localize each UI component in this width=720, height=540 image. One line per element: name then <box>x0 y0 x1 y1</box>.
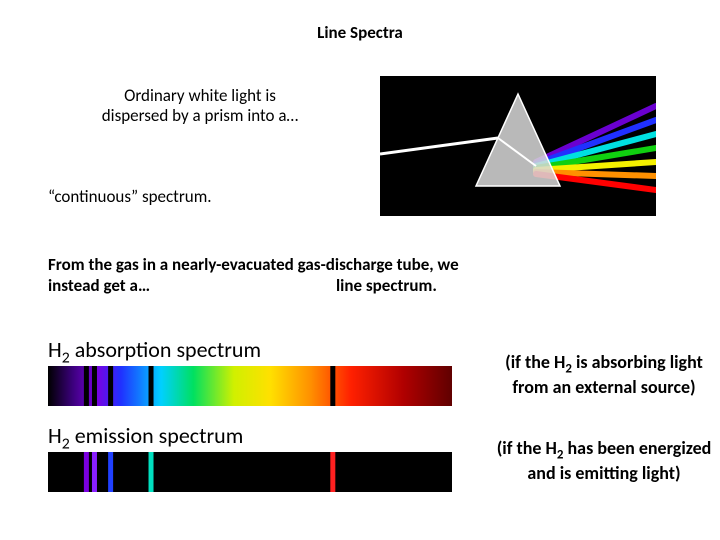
emission-label: H2 emission spectrum <box>48 422 243 453</box>
prism-diagram <box>380 76 656 216</box>
em-label-post: emission spectrum <box>70 422 244 449</box>
abs-label-post: absorption spectrum <box>70 336 261 363</box>
continuous-spectrum-text: “continuous” spectrum. <box>48 186 212 207</box>
prism-svg <box>380 76 656 216</box>
absorption-caption: (if the H2 is absorbing light from an ex… <box>488 352 720 399</box>
abs-label-pre: H <box>48 336 62 363</box>
intro-text: Ordinary white light is dispersed by a p… <box>100 86 300 127</box>
absorption-label: H2 absorption spectrum <box>48 336 261 367</box>
em-label-sub: 2 <box>62 434 70 453</box>
emission-caption: (if the H2 has been energized and is emi… <box>488 438 720 485</box>
absorption-spectrum <box>48 366 452 406</box>
side2-pre: (if the H <box>497 437 557 459</box>
side1-sub: 2 <box>565 362 572 377</box>
side1-pre: (if the H <box>505 351 565 373</box>
page-title: Line Spectra <box>0 22 720 43</box>
line-spectrum-label: line spectrum. <box>336 275 437 296</box>
em-label-pre: H <box>48 422 62 449</box>
emission-spectrum <box>48 452 452 492</box>
abs-label-sub: 2 <box>62 348 70 367</box>
